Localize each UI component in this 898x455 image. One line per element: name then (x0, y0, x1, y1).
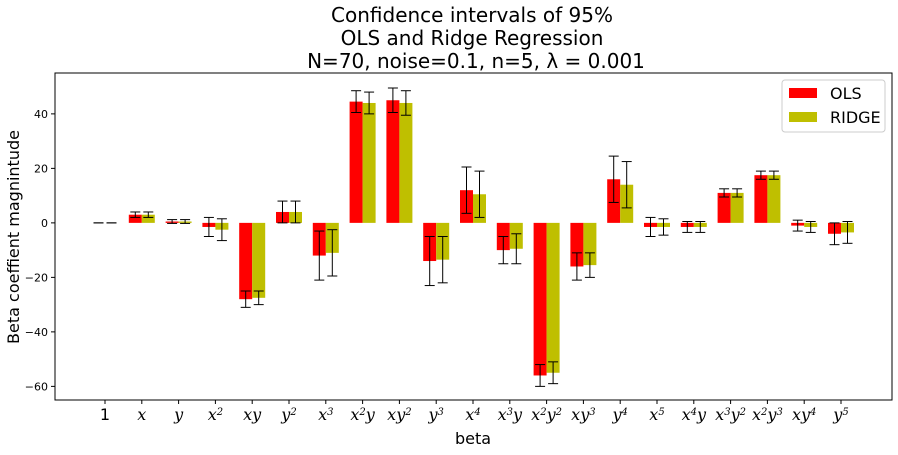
y-tick-label: 40 (34, 108, 48, 121)
errorbar-ols-20 (829, 222, 840, 246)
errorbar-ridge-14 (621, 161, 632, 209)
y-tick-label: 20 (34, 162, 48, 175)
x-tick-label: y3 (427, 405, 443, 424)
bar-ridge-13 (583, 222, 597, 266)
errorbar-ridge-18 (768, 170, 779, 180)
errorbar-ridge-6 (327, 229, 338, 277)
bar-ols-12 (533, 222, 547, 376)
errorbar-ridge-8 (400, 90, 411, 116)
errorbar-ols-9 (424, 236, 435, 287)
bar-ols-7 (349, 101, 363, 223)
errorbar-ols-8 (387, 87, 398, 114)
errorbar-ols-13 (571, 252, 582, 281)
errorbar-ols-18 (755, 170, 766, 180)
errorbar-ridge-7 (364, 91, 375, 115)
x-tick-label: y2 (280, 405, 296, 424)
x-tick-label: x2y2 (531, 405, 562, 424)
bar-ols-1 (128, 214, 142, 223)
bar-ridge-18 (767, 175, 781, 223)
errorbar-ols-2 (167, 219, 178, 224)
y-tick-label: −60 (25, 380, 48, 393)
x-tick-label: xy4 (792, 405, 816, 424)
bar-ols-8 (386, 100, 400, 223)
errorbar-ridge-12 (548, 361, 559, 385)
x-tick-label: x (137, 405, 146, 424)
x-tick-label: x2 (208, 405, 223, 424)
errorbar-ols-19 (792, 219, 803, 232)
bar-ridge-17 (730, 192, 744, 223)
errorbar-ridge-4 (253, 290, 264, 306)
errorbar-ols-15 (645, 216, 656, 237)
legend-label-ols: OLS (830, 84, 862, 103)
title-line-3: N=70, noise=0.1, n=5, λ = 0.001 (307, 49, 645, 73)
legend-swatch-ridge (789, 112, 817, 122)
errorbar-ols-3 (203, 216, 214, 237)
bar-ols-17 (717, 192, 731, 223)
x-axis-label: beta (455, 429, 491, 448)
errorbar-ols-11 (498, 236, 509, 265)
bar-ols-4 (239, 222, 253, 300)
y-tick-label: 0 (41, 217, 48, 230)
y-tick-label: −20 (25, 271, 48, 284)
x-tick-label: y5 (832, 405, 848, 424)
errorbar-ols-6 (314, 230, 325, 281)
bar-ridge-4 (252, 222, 266, 298)
legend-label-ridge: RIDGE (830, 108, 881, 127)
x-tick-label: xy3 (571, 405, 595, 424)
x-tick-label: x5 (649, 405, 664, 424)
bar-ridge-8 (399, 102, 413, 223)
errorbar-ridge-5 (290, 200, 301, 224)
x-tick-label: 1 (100, 405, 110, 424)
y-tick-label: −40 (25, 326, 48, 339)
chart-title: Confidence intervals of 95% OLS and Ridg… (307, 3, 645, 73)
errorbar-ridge-9 (437, 236, 448, 284)
x-tick-label: y4 (611, 405, 627, 424)
y-axis-label: Beta coeffient magnintude (4, 130, 23, 344)
x-tick-label: x3y2 (715, 405, 746, 424)
x-tick-label: xy2 (387, 405, 411, 424)
legend-swatch-ols (789, 88, 817, 98)
errorbar-ols-16 (682, 221, 693, 233)
errorbar-ols-7 (351, 90, 362, 114)
x-tick-label: y (173, 405, 184, 424)
x-tick-label: x3y (498, 405, 523, 424)
bar-ridge-1 (141, 214, 155, 223)
errorbar-ols-17 (719, 188, 730, 198)
errorbar-ridge-13 (584, 252, 595, 278)
errorbar-ols-12 (535, 364, 546, 387)
bar-ridge-7 (362, 102, 376, 223)
y-axis: −60 −40 −20 0 20 40 (25, 108, 55, 393)
plot-area (93, 87, 854, 387)
x-tick-label: x2y (350, 405, 375, 424)
errorbar-ridge-20 (842, 221, 853, 244)
x-tick-label: x2y3 (752, 405, 783, 424)
errorbar-ridge-11 (511, 233, 522, 265)
title-line-2: OLS and Ridge Regression (341, 26, 604, 50)
errorbar-ols-10 (461, 166, 472, 214)
x-axis: 1 x y x2 xy y2 x3 x2y xy2 y3 x4 x3y x2y2 xy3 y4 x5 x4y x3… (100, 400, 849, 424)
errorbar-ridge-15 (658, 218, 669, 236)
plot-frame (54, 72, 893, 401)
errorbar-ols-4 (240, 290, 251, 308)
errorbar-ridge-2 (180, 219, 191, 224)
title-line-1: Confidence intervals of 95% (331, 3, 613, 27)
errorbar-ridge-19 (805, 221, 816, 233)
x-tick-label: x4 (465, 405, 480, 424)
legend: OLS RIDGE (781, 79, 886, 133)
errorbar-ols-5 (277, 200, 288, 224)
bar-ols-18 (754, 175, 768, 223)
errorbar-ols-14 (608, 155, 619, 203)
errorbar-ridge-3 (216, 218, 227, 242)
x-tick-label: x3 (318, 405, 333, 424)
x-tick-label: xy (243, 405, 262, 424)
bar-ols-13 (570, 222, 584, 267)
bar-ridge-12 (546, 222, 560, 373)
errorbar-ridge-16 (695, 221, 706, 233)
errorbar-ols-1 (130, 211, 141, 218)
errorbar-ridge-1 (143, 211, 154, 218)
errorbar-ridge-10 (474, 170, 485, 218)
x-tick-label: x4y (682, 405, 707, 424)
errorbar-ridge-17 (732, 188, 743, 198)
